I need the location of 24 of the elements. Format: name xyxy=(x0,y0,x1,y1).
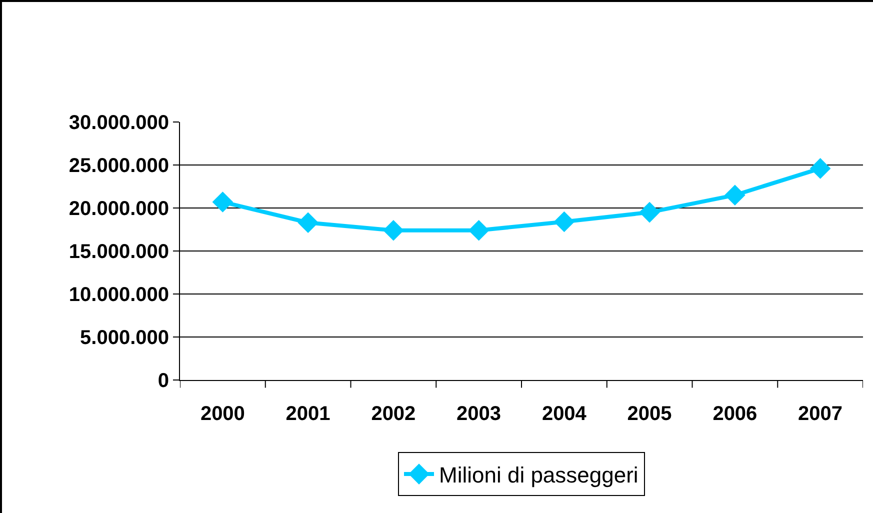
y-tick-label: 5.000.000 xyxy=(80,327,169,349)
point xyxy=(298,212,318,234)
legend-label: Milioni di passeggeri xyxy=(439,462,638,488)
x-tick-label: 2005 xyxy=(627,403,672,425)
x-tick-label: 2007 xyxy=(798,403,843,425)
x-tick-label: 2003 xyxy=(456,403,502,425)
y-tick-label: 15.000.000 xyxy=(68,241,169,263)
x-tick-label: 2006 xyxy=(712,403,758,425)
y-tick-label: 25.000.000 xyxy=(68,155,169,177)
point xyxy=(212,192,234,212)
point xyxy=(810,158,831,179)
y-tick-label: 0 xyxy=(158,370,169,392)
point xyxy=(554,211,575,232)
point xyxy=(468,220,490,241)
point xyxy=(724,184,746,206)
y-tick-label: 20.000.000 xyxy=(68,198,169,220)
y-tick-label: 30.000.000 xyxy=(68,112,169,134)
point xyxy=(639,202,660,223)
x-tick-label: 2002 xyxy=(371,403,416,425)
y-tick-label: 10.000.000 xyxy=(68,284,169,306)
x-tick-label: 2001 xyxy=(286,403,330,425)
x-tick-label: 2004 xyxy=(542,403,588,425)
point xyxy=(383,220,404,241)
x-tick-label: 2000 xyxy=(200,403,245,425)
